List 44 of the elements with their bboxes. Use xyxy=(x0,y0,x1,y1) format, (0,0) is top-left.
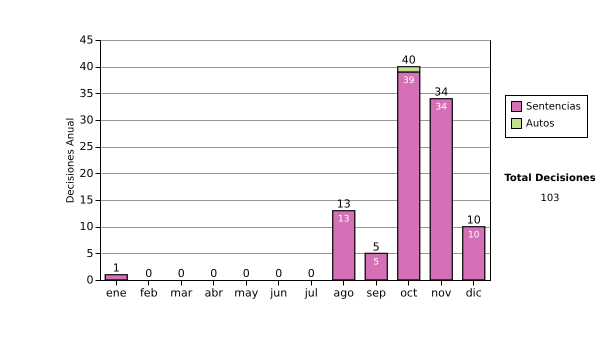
x-tick-label: oct xyxy=(400,286,418,300)
y-tick-label: 45 xyxy=(80,34,94,46)
x-tick-label: mar xyxy=(170,286,193,300)
x-tick-label: jul xyxy=(304,286,318,300)
data-label: 34 xyxy=(436,102,448,113)
y-tick-label: 40 xyxy=(80,60,94,74)
total-label: 0 xyxy=(145,267,152,280)
total-label: 0 xyxy=(210,267,218,280)
total-label: 40 xyxy=(402,54,416,67)
total-label: 0 xyxy=(275,267,282,280)
total-label: 34 xyxy=(434,86,448,99)
y-tick-label: 15 xyxy=(80,194,94,206)
x-tick-label: nov xyxy=(431,286,452,300)
total-label: 1 xyxy=(112,262,120,275)
y-tick-label: 30 xyxy=(80,114,94,126)
y-axis-title: Decisiones Anual xyxy=(66,118,77,204)
total-label: 5 xyxy=(372,240,380,254)
data-label: 13 xyxy=(338,214,350,225)
x-tick-label: ene xyxy=(106,286,127,300)
x-tick-label: ago xyxy=(334,286,354,300)
total-label: 0 xyxy=(242,267,250,280)
text: Total Decisiones xyxy=(504,173,596,184)
y-tick-label: 25 xyxy=(80,140,94,154)
legend-label: Sentencias xyxy=(526,102,581,112)
total-label: 0 xyxy=(308,267,315,280)
legend-label: Autos xyxy=(526,118,554,130)
x-tick-label: jun xyxy=(269,286,288,300)
y-tick-label: 35 xyxy=(80,86,94,100)
data-label: 5 xyxy=(373,257,380,268)
data-label: 10 xyxy=(468,230,480,241)
total-label: 10 xyxy=(466,214,481,227)
text: 103 xyxy=(540,193,560,204)
data-label: 39 xyxy=(403,76,415,86)
y-tick-label: 20 xyxy=(80,166,94,180)
y-tick-label: 5 xyxy=(86,246,94,260)
total-label: 13 xyxy=(336,198,351,211)
x-tick-label: feb xyxy=(140,286,158,300)
x-tick-label: abr xyxy=(204,286,224,300)
total-label: 0 xyxy=(178,267,185,280)
x-tick-label: sep xyxy=(366,286,386,300)
x-tick-label: dic xyxy=(466,286,482,300)
x-tick-label: may xyxy=(234,286,259,300)
y-tick-label: 0 xyxy=(86,274,94,286)
y-tick-label: 10 xyxy=(80,220,94,234)
